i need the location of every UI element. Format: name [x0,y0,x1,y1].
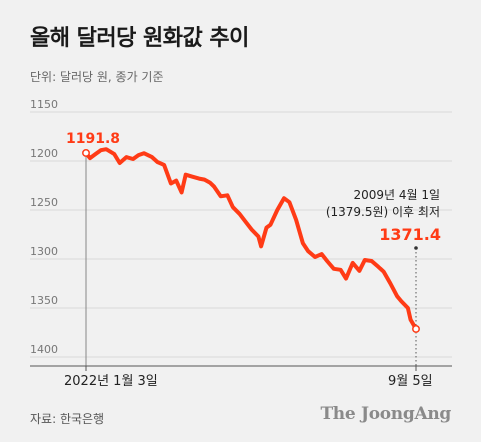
y-tick-label: 1200 [30,147,58,160]
x-tick-label-start: 2022년 1월 3일 [64,374,158,389]
end-point [412,325,420,333]
y-tick-label: 1400 [30,343,58,356]
end-value-label: 1371.4 [379,225,441,244]
low-note-line1: 2009년 4월 1일 [353,188,440,202]
y-tick-label: 1300 [30,245,58,258]
low-note-line2: (1379.5원) 이후 최저 [326,205,440,219]
start-value-label: 1191.8 [66,131,120,147]
x-tick-label-end: 9월 5일 [388,374,433,389]
series-line [84,147,418,331]
page-title: 올해 달러당 원화값 추이 [30,26,249,51]
annotation-dot [414,246,418,250]
start-point [82,149,90,157]
brand-logo: The JoongAng [320,404,451,424]
source-note: 자료: 한국은행 [30,412,105,426]
unit-note: 단위: 달러당 원, 종가 기준 [30,70,164,84]
y-tick-label: 1250 [30,196,58,209]
y-tick-label: 1150 [30,98,58,111]
y-tick-label: 1350 [30,294,58,307]
